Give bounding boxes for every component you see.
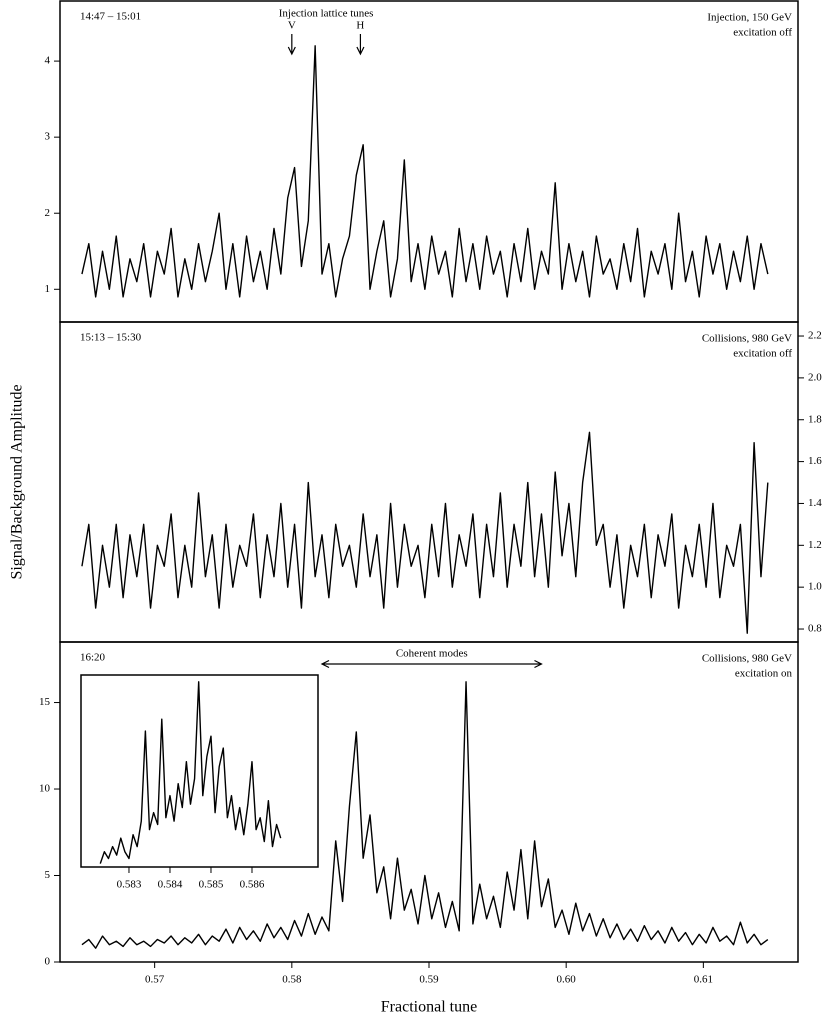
panel-frame <box>59 321 799 643</box>
y-axis-label: Signal/Background Amplitude <box>9 384 26 579</box>
x-tick-label: 0.58 <box>282 974 302 986</box>
x-tick-label: 0.586 <box>240 879 265 891</box>
condition-label: excitation off <box>733 348 792 360</box>
y-tick-label: 5 <box>45 869 51 881</box>
marker-arrow <box>356 34 365 56</box>
time-label: 14:47 – 15:01 <box>80 11 141 23</box>
spectrum-line <box>81 681 769 949</box>
condition-label: Collisions, 980 GeV <box>702 333 792 345</box>
panel-frame <box>80 674 319 868</box>
condition-label: excitation on <box>735 668 793 680</box>
x-tick-label: 0.585 <box>199 879 224 891</box>
y-tick-label: 2 <box>45 207 51 219</box>
y-tick-label: 1.6 <box>808 455 822 467</box>
time-label: 15:13 – 15:30 <box>80 332 142 344</box>
x-tick-label: 0.61 <box>694 974 713 986</box>
y-tick-label: 0.8 <box>808 623 822 635</box>
span-label: Coherent modes <box>396 648 468 660</box>
spectrum-line <box>81 431 769 634</box>
x-tick-label: 0.583 <box>117 879 142 891</box>
condition-label: Collisions, 980 GeV <box>702 653 792 665</box>
y-tick-label: 3 <box>45 131 51 143</box>
marker-label: V <box>288 20 296 32</box>
x-axis-label: Fractional tune <box>381 999 477 1016</box>
x-tick-label: 0.57 <box>145 974 165 986</box>
y-tick-label: 2.0 <box>808 371 822 383</box>
span-arrow <box>320 659 543 669</box>
marker-arrow <box>287 34 296 56</box>
x-tick-label: 0.60 <box>557 974 577 986</box>
y-tick-label: 1.2 <box>808 539 822 551</box>
y-tick-label: 1.4 <box>808 497 822 509</box>
y-tick-label: 1.0 <box>808 581 822 593</box>
y-tick-label: 15 <box>39 696 51 708</box>
y-tick-label: 0 <box>45 956 51 968</box>
time-label: 16:20 <box>80 652 106 664</box>
condition-label: excitation off <box>733 27 792 39</box>
y-tick-label: 1 <box>45 283 51 295</box>
spectrum-line <box>81 45 769 298</box>
x-tick-label: 0.59 <box>419 974 439 986</box>
y-tick-label: 2.2 <box>808 330 822 342</box>
spectrum-line <box>99 681 282 864</box>
y-tick-label: 1.8 <box>808 413 822 425</box>
markers-title: Injection lattice tunes <box>279 8 374 20</box>
y-tick-label: 4 <box>45 55 51 67</box>
x-tick-label: 0.584 <box>158 879 183 891</box>
y-tick-label: 10 <box>39 783 51 795</box>
condition-label: Injection, 150 GeV <box>707 12 792 24</box>
marker-label: H <box>356 20 364 32</box>
